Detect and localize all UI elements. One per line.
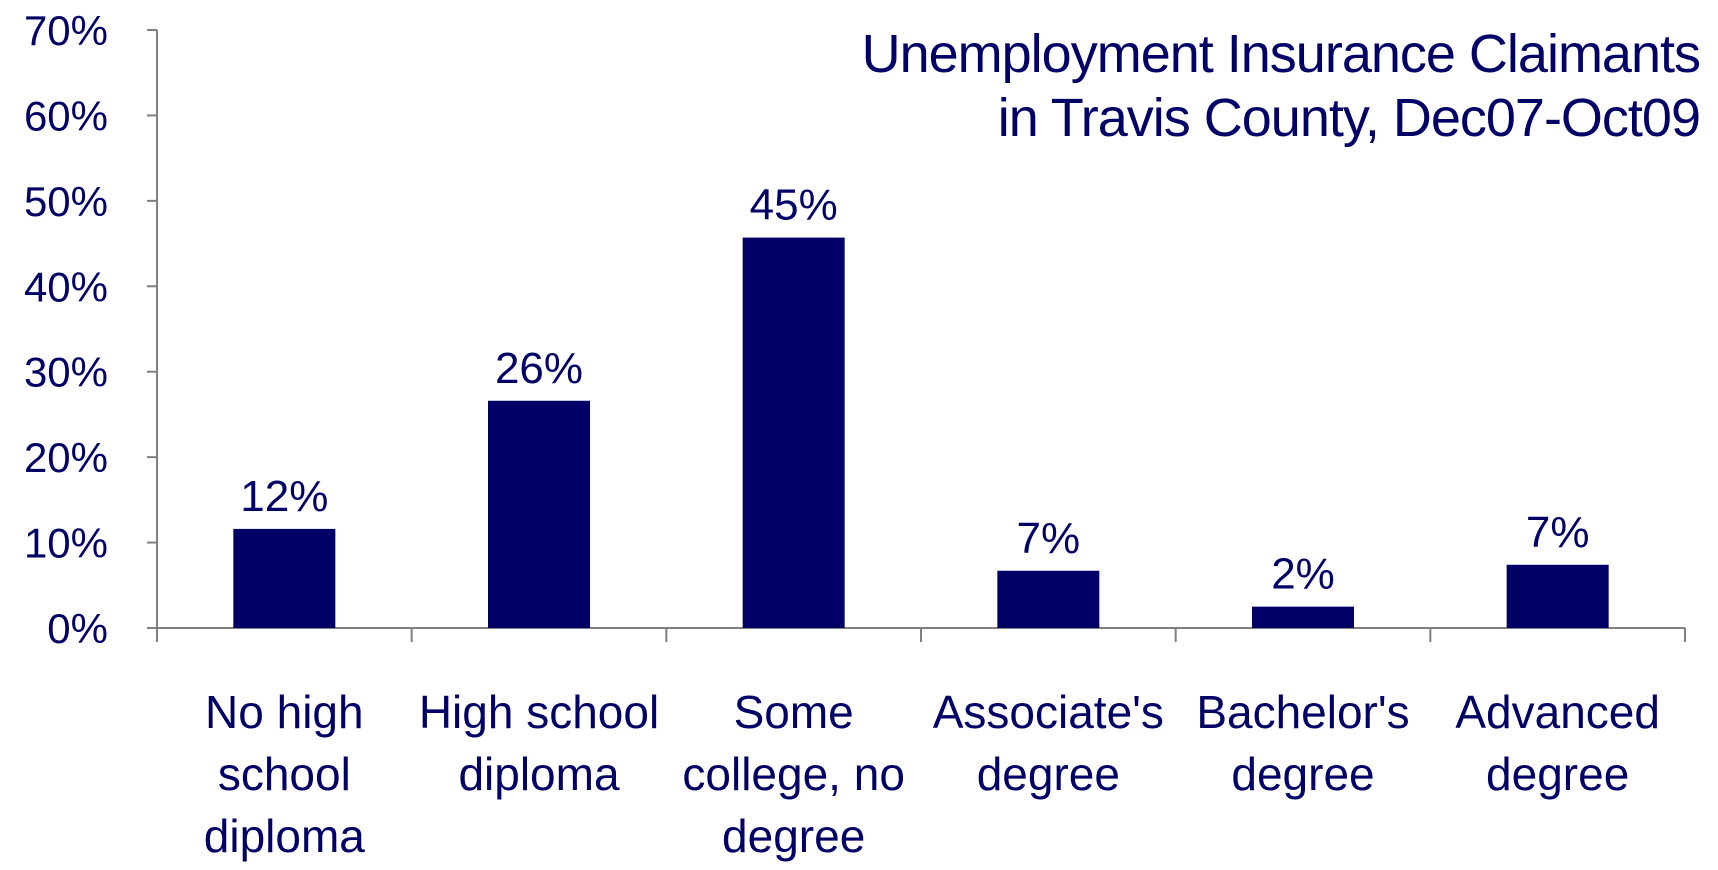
x-tick-label: diploma xyxy=(204,810,366,862)
chart-title-block: Unemployment Insurance Claimants in Trav… xyxy=(861,22,1701,150)
chart-title: Unemployment Insurance Claimants xyxy=(861,24,1701,84)
data-label: 2% xyxy=(1271,550,1335,599)
x-tick-label: diploma xyxy=(458,748,620,800)
y-tick-label: 60% xyxy=(24,92,108,139)
x-tick-label: degree xyxy=(977,748,1120,800)
y-axis: 0% 10% 20% 30% 40% 50% 60% 70% xyxy=(24,7,158,652)
x-tick-label: degree xyxy=(1486,748,1629,800)
bar xyxy=(997,570,1100,628)
x-tick-label: college, no xyxy=(682,748,905,800)
x-tick-label: No high xyxy=(205,686,364,738)
y-tick-label: 0% xyxy=(47,605,108,652)
x-tick-label: degree xyxy=(722,810,865,862)
x-tick-label: Bachelor's xyxy=(1196,686,1409,738)
data-label: 12% xyxy=(240,472,328,521)
category-labels: No high school diploma High school diploma So… xyxy=(204,686,1660,862)
y-tick-label: 10% xyxy=(24,520,108,567)
data-label: 7% xyxy=(1017,514,1081,563)
x-tick-label: school xyxy=(218,748,351,800)
x-tick-label: Associate's xyxy=(933,686,1164,738)
x-axis xyxy=(156,627,1686,642)
y-tick-label: 40% xyxy=(24,263,108,310)
chart-subtitle: in Travis County, Dec07-Oct09 xyxy=(997,88,1701,148)
data-label: 7% xyxy=(1526,508,1590,557)
x-tick-label: degree xyxy=(1231,748,1374,800)
x-tick-label: Some xyxy=(734,686,854,738)
bar xyxy=(488,400,590,628)
data-labels: 12% 26% 45% 7% 2% 7% xyxy=(240,181,1589,599)
bars xyxy=(233,237,1609,628)
y-tick-label: 30% xyxy=(24,349,108,396)
y-tick-label: 70% xyxy=(24,7,108,54)
bar xyxy=(1506,564,1609,628)
data-label: 45% xyxy=(750,181,838,230)
data-label: 26% xyxy=(495,344,583,393)
bar xyxy=(1252,606,1354,628)
y-tick-label: 50% xyxy=(24,178,108,225)
y-tick-label: 20% xyxy=(24,434,108,481)
bar xyxy=(233,528,336,628)
bar xyxy=(742,237,845,628)
x-tick-label: Advanced xyxy=(1455,686,1660,738)
x-tick-label: High school xyxy=(419,686,659,738)
